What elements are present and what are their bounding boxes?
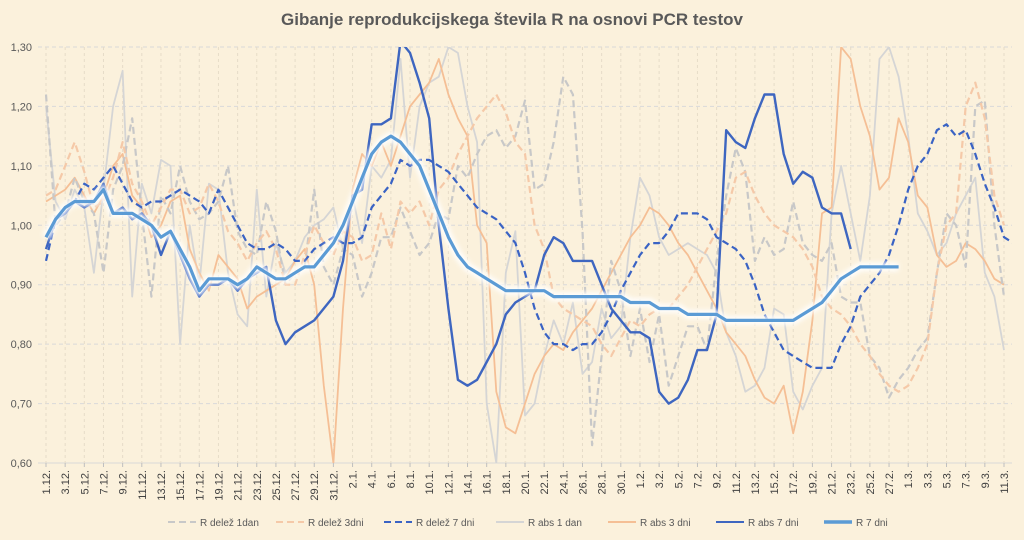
x-tick-label: 3.3. bbox=[922, 470, 934, 488]
x-tick-label: 18.1. bbox=[501, 470, 513, 494]
x-tick-label: 24.1. bbox=[558, 470, 570, 494]
x-tick-label: 7.12. bbox=[98, 470, 110, 494]
x-tick-label: 27.12. bbox=[290, 470, 302, 501]
x-tick-label: 23.12. bbox=[252, 470, 264, 501]
series-line bbox=[44, 123, 1012, 369]
x-tick-label: 19.12. bbox=[213, 470, 225, 501]
x-tick-label: 9.12. bbox=[118, 470, 130, 494]
y-tick-label: 0,80 bbox=[11, 339, 32, 351]
x-tick-label: 13.12. bbox=[156, 470, 168, 501]
x-tick-label: 9.2. bbox=[712, 470, 724, 488]
series-line bbox=[45, 47, 1005, 463]
x-tick-label: 1.12. bbox=[41, 470, 53, 494]
x-tick-label: 27.2. bbox=[884, 470, 896, 494]
y-tick-label: 1,10 bbox=[11, 161, 32, 173]
x-tick-label: 7.2. bbox=[692, 470, 704, 488]
x-tick-label: 17.12. bbox=[194, 470, 206, 501]
y-tick-label: 0,90 bbox=[11, 280, 32, 292]
x-tick-label: 1.2. bbox=[635, 470, 647, 488]
x-tick-label: 3.12. bbox=[60, 470, 72, 494]
x-tick-label: 12.1. bbox=[443, 470, 455, 494]
x-tick-label: 14.1. bbox=[463, 470, 475, 494]
series-line bbox=[45, 81, 1006, 393]
x-tick-label: 30.1. bbox=[616, 470, 628, 494]
x-tick-label: 23.2. bbox=[846, 470, 858, 494]
x-tick-label: 21.2. bbox=[827, 470, 839, 494]
x-tick-label: 19.2. bbox=[807, 470, 819, 494]
legend-label: R delež 3dni bbox=[308, 518, 364, 529]
y-axis: 0,60 0,70 0,80 0,90 1,00 1,10 1,20 1,30 bbox=[11, 42, 32, 470]
x-tick-label: 29.12. bbox=[309, 470, 321, 501]
legend-label: R abs 7 dni bbox=[748, 518, 799, 529]
x-tick-label: 1.3. bbox=[903, 470, 915, 488]
x-tick-label: 20.1. bbox=[520, 470, 532, 494]
x-tick-label: 9.3. bbox=[980, 470, 992, 488]
x-tick-label: 11.3. bbox=[999, 470, 1011, 494]
series-line bbox=[44, 134, 899, 322]
x-tick-label: 11.2. bbox=[731, 470, 743, 494]
x-tick-label: 10.1. bbox=[424, 470, 436, 494]
legend-label: R abs 1 dan bbox=[528, 518, 582, 529]
x-tick-label: 6.1. bbox=[386, 470, 398, 488]
x-tick-label: 13.2. bbox=[750, 470, 762, 494]
legend-label: R abs 3 dni bbox=[640, 518, 691, 529]
y-tick-label: 1,30 bbox=[11, 42, 32, 54]
x-tick-label: 31.12. bbox=[328, 470, 340, 501]
legend-label: R 7 dni bbox=[856, 518, 888, 529]
x-tick-label: 26.1. bbox=[577, 470, 589, 494]
series-group bbox=[42, 47, 1012, 463]
x-tick-label: 7.3. bbox=[961, 470, 973, 488]
x-tick-label: 15.12. bbox=[175, 470, 187, 501]
x-axis: 1.12. 3.12. 5.12. 7.12. 9.12. 11.12. 13.12. 15.… bbox=[41, 463, 1011, 501]
y-tick-label: 1,00 bbox=[11, 220, 32, 232]
legend: R delež 1dan R delež 3dni R delež 7 dni R a… bbox=[168, 518, 888, 529]
chart-title: Gibanje reprodukcijskega števila R na os… bbox=[281, 10, 744, 29]
x-tick-label: 16.1. bbox=[482, 470, 494, 494]
x-tick-label: 5.3. bbox=[942, 470, 954, 488]
x-tick-label: 5.2. bbox=[673, 470, 685, 488]
x-tick-label: 15.2. bbox=[769, 470, 781, 494]
x-tick-label: 4.1. bbox=[367, 470, 379, 488]
x-tick-label: 2.1. bbox=[348, 470, 360, 488]
x-tick-label: 5.12. bbox=[79, 470, 91, 494]
series-line bbox=[44, 75, 1006, 447]
series-clip-group bbox=[42, 47, 1012, 463]
x-tick-label: 11.12. bbox=[137, 470, 149, 500]
legend-label: R delež 1dan bbox=[200, 518, 259, 529]
y-tick-label: 0,70 bbox=[11, 399, 32, 411]
x-tick-label: 21.12. bbox=[233, 470, 245, 501]
y-tick-label: 1,20 bbox=[11, 101, 32, 113]
y-tick-label: 0,60 bbox=[11, 458, 32, 470]
x-tick-label: 25.12. bbox=[271, 470, 283, 501]
x-tick-label: 22.1. bbox=[539, 470, 551, 494]
x-tick-label: 8.1. bbox=[405, 470, 417, 488]
x-tick-label: 28.1. bbox=[597, 470, 609, 494]
x-tick-label: 3.2. bbox=[654, 470, 666, 488]
legend-label: R delež 7 dni bbox=[416, 518, 474, 529]
x-tick-label: 25.2. bbox=[865, 470, 877, 494]
x-tick-label: 17.2. bbox=[788, 470, 800, 494]
